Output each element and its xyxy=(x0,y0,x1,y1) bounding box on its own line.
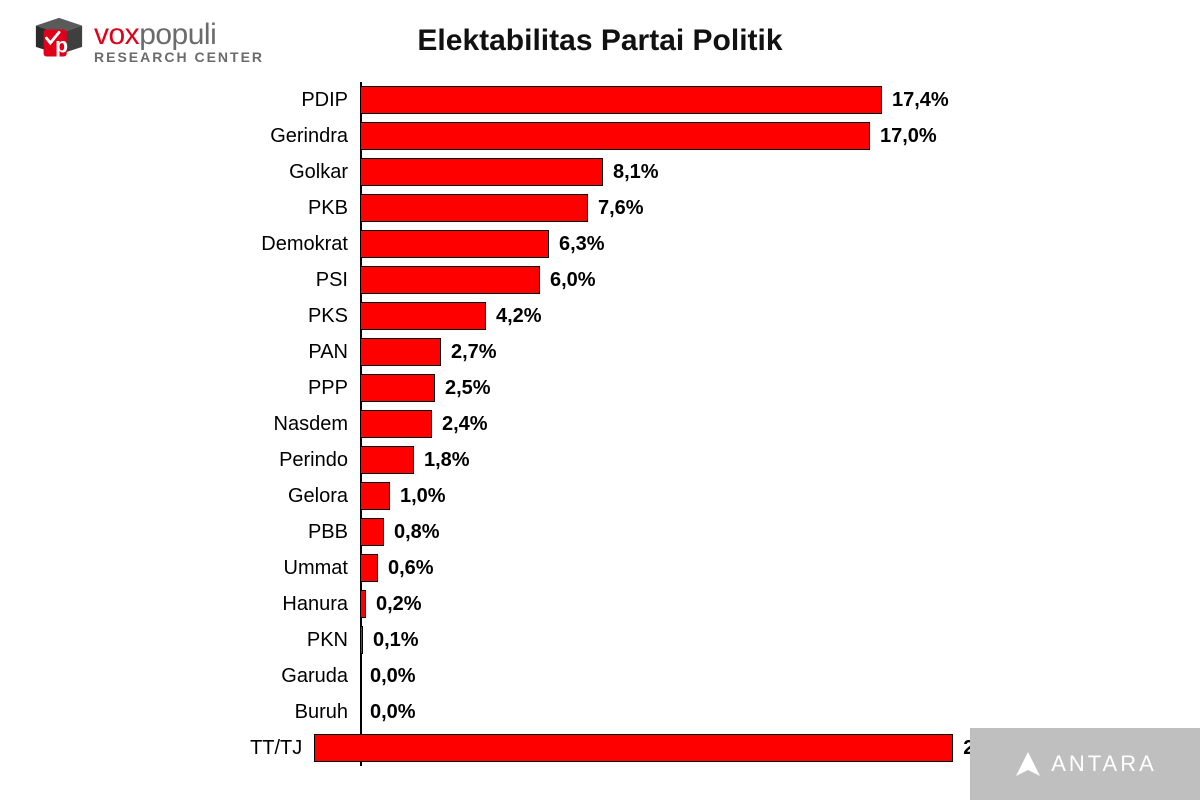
bar-row: Garuda 0,0% xyxy=(200,658,1020,694)
bar-value: 0,2% xyxy=(376,593,422,616)
bar-value: 17,0% xyxy=(880,125,937,148)
bar-track: 2,4% xyxy=(360,406,1020,442)
bar-track: 2,5% xyxy=(360,370,1020,406)
bar-label: PSI xyxy=(200,269,360,292)
bar-value: 6,3% xyxy=(559,233,605,256)
bar-fill xyxy=(360,266,540,294)
antara-logo-icon xyxy=(1013,749,1043,779)
bar-fill xyxy=(360,338,441,366)
bar-label: PBB xyxy=(200,521,360,544)
bar-fill xyxy=(360,554,378,582)
bar-label: Ummat xyxy=(200,557,360,580)
bar-row: PKS 4,2% xyxy=(200,298,1020,334)
bar-row: Nasdem 2,4% xyxy=(200,406,1020,442)
bar-label: Garuda xyxy=(200,665,360,688)
bar-track: 0,2% xyxy=(360,586,1020,622)
bar-fill xyxy=(360,446,414,474)
bar-row: Golkar 8,1% xyxy=(200,154,1020,190)
bar-value: 2,5% xyxy=(445,377,491,400)
bar-row: Gerindra 17,0% xyxy=(200,118,1020,154)
bar-value: 2,7% xyxy=(451,341,497,364)
bar-track: 17,0% xyxy=(360,118,1020,154)
bar-fill xyxy=(360,518,384,546)
bar-track: 7,6% xyxy=(360,190,1020,226)
bar-label: Gelora xyxy=(200,485,360,508)
bar-row: PPP 2,5% xyxy=(200,370,1020,406)
bar-value: 17,4% xyxy=(892,89,949,112)
bar-value: 0,6% xyxy=(388,557,434,580)
bar-row: PSI 6,0% xyxy=(200,262,1020,298)
bar-track: 4,2% xyxy=(360,298,1020,334)
bar-row: Buruh 0,0% xyxy=(200,694,1020,730)
bar-row: PAN 2,7% xyxy=(200,334,1020,370)
bar-fill xyxy=(360,158,603,186)
bar-track: 0,1% xyxy=(360,622,1020,658)
bar-label: Demokrat xyxy=(200,233,360,256)
bar-fill xyxy=(360,626,363,654)
bar-label: Gerindra xyxy=(200,125,360,148)
bar-value: 1,8% xyxy=(424,449,470,472)
bar-value: 6,0% xyxy=(550,269,596,292)
bar-value: 0,8% xyxy=(394,521,440,544)
bar-track: 8,1% xyxy=(360,154,1020,190)
bar-label: PKB xyxy=(200,197,360,220)
bar-fill xyxy=(360,230,549,258)
bar-label: PKS xyxy=(200,305,360,328)
bar-label: Hanura xyxy=(200,593,360,616)
bar-track: 6,3% xyxy=(360,226,1020,262)
bar-row: Perindo 1,8% xyxy=(200,442,1020,478)
bar-fill xyxy=(360,302,486,330)
bar-row: PDIP 17,4% xyxy=(200,82,1020,118)
bar-label: PDIP xyxy=(200,89,360,112)
bar-row: Gelora 1,0% xyxy=(200,478,1020,514)
bar-value: 2,4% xyxy=(442,413,488,436)
bar-row: Ummat 0,6% xyxy=(200,550,1020,586)
electability-bar-chart: PDIP 17,4% Gerindra 17,0% Golkar 8,1% PKB 7,6% D… xyxy=(200,82,1020,766)
bar-label: PKN xyxy=(200,629,360,652)
bar-row: TT/TJ21,3% xyxy=(200,730,1020,766)
bar-label: TT/TJ xyxy=(200,737,314,760)
bar-track: 17,4% xyxy=(360,82,1020,118)
bar-track: 0,8% xyxy=(360,514,1020,550)
bar-row: Hanura 0,2% xyxy=(200,586,1020,622)
bar-fill xyxy=(360,374,435,402)
bar-label: PAN xyxy=(200,341,360,364)
bar-track: 1,8% xyxy=(360,442,1020,478)
bar-fill xyxy=(314,734,953,762)
bar-value: 0,0% xyxy=(370,665,416,688)
bar-fill xyxy=(360,122,870,150)
bar-label: Nasdem xyxy=(200,413,360,436)
bar-track: 21,3% xyxy=(314,730,1020,766)
bar-label: Golkar xyxy=(200,161,360,184)
bar-value: 1,0% xyxy=(400,485,446,508)
bar-fill xyxy=(360,86,882,114)
bar-track: 1,0% xyxy=(360,478,1020,514)
chart-title: Elektabilitas Partai Politik xyxy=(0,24,1200,58)
bar-label: Perindo xyxy=(200,449,360,472)
watermark-text: ANTARA xyxy=(1051,751,1157,777)
bar-fill xyxy=(360,590,366,618)
bar-label: Buruh xyxy=(200,701,360,724)
bar-fill xyxy=(360,410,432,438)
bar-value: 0,1% xyxy=(373,629,419,652)
source-watermark: ANTARA xyxy=(970,728,1200,800)
bar-fill xyxy=(360,482,390,510)
bar-track: 0,0% xyxy=(360,694,1020,730)
bar-value: 4,2% xyxy=(496,305,542,328)
bar-value: 0,0% xyxy=(370,701,416,724)
bar-row: Demokrat 6,3% xyxy=(200,226,1020,262)
bar-value: 8,1% xyxy=(613,161,659,184)
bar-row: PKB 7,6% xyxy=(200,190,1020,226)
bar-value: 7,6% xyxy=(598,197,644,220)
bar-track: 0,6% xyxy=(360,550,1020,586)
bar-track: 6,0% xyxy=(360,262,1020,298)
bar-label: PPP xyxy=(200,377,360,400)
bar-row: PBB 0,8% xyxy=(200,514,1020,550)
bar-fill xyxy=(360,194,588,222)
bar-row: PKN 0,1% xyxy=(200,622,1020,658)
bar-track: 0,0% xyxy=(360,658,1020,694)
bar-track: 2,7% xyxy=(360,334,1020,370)
